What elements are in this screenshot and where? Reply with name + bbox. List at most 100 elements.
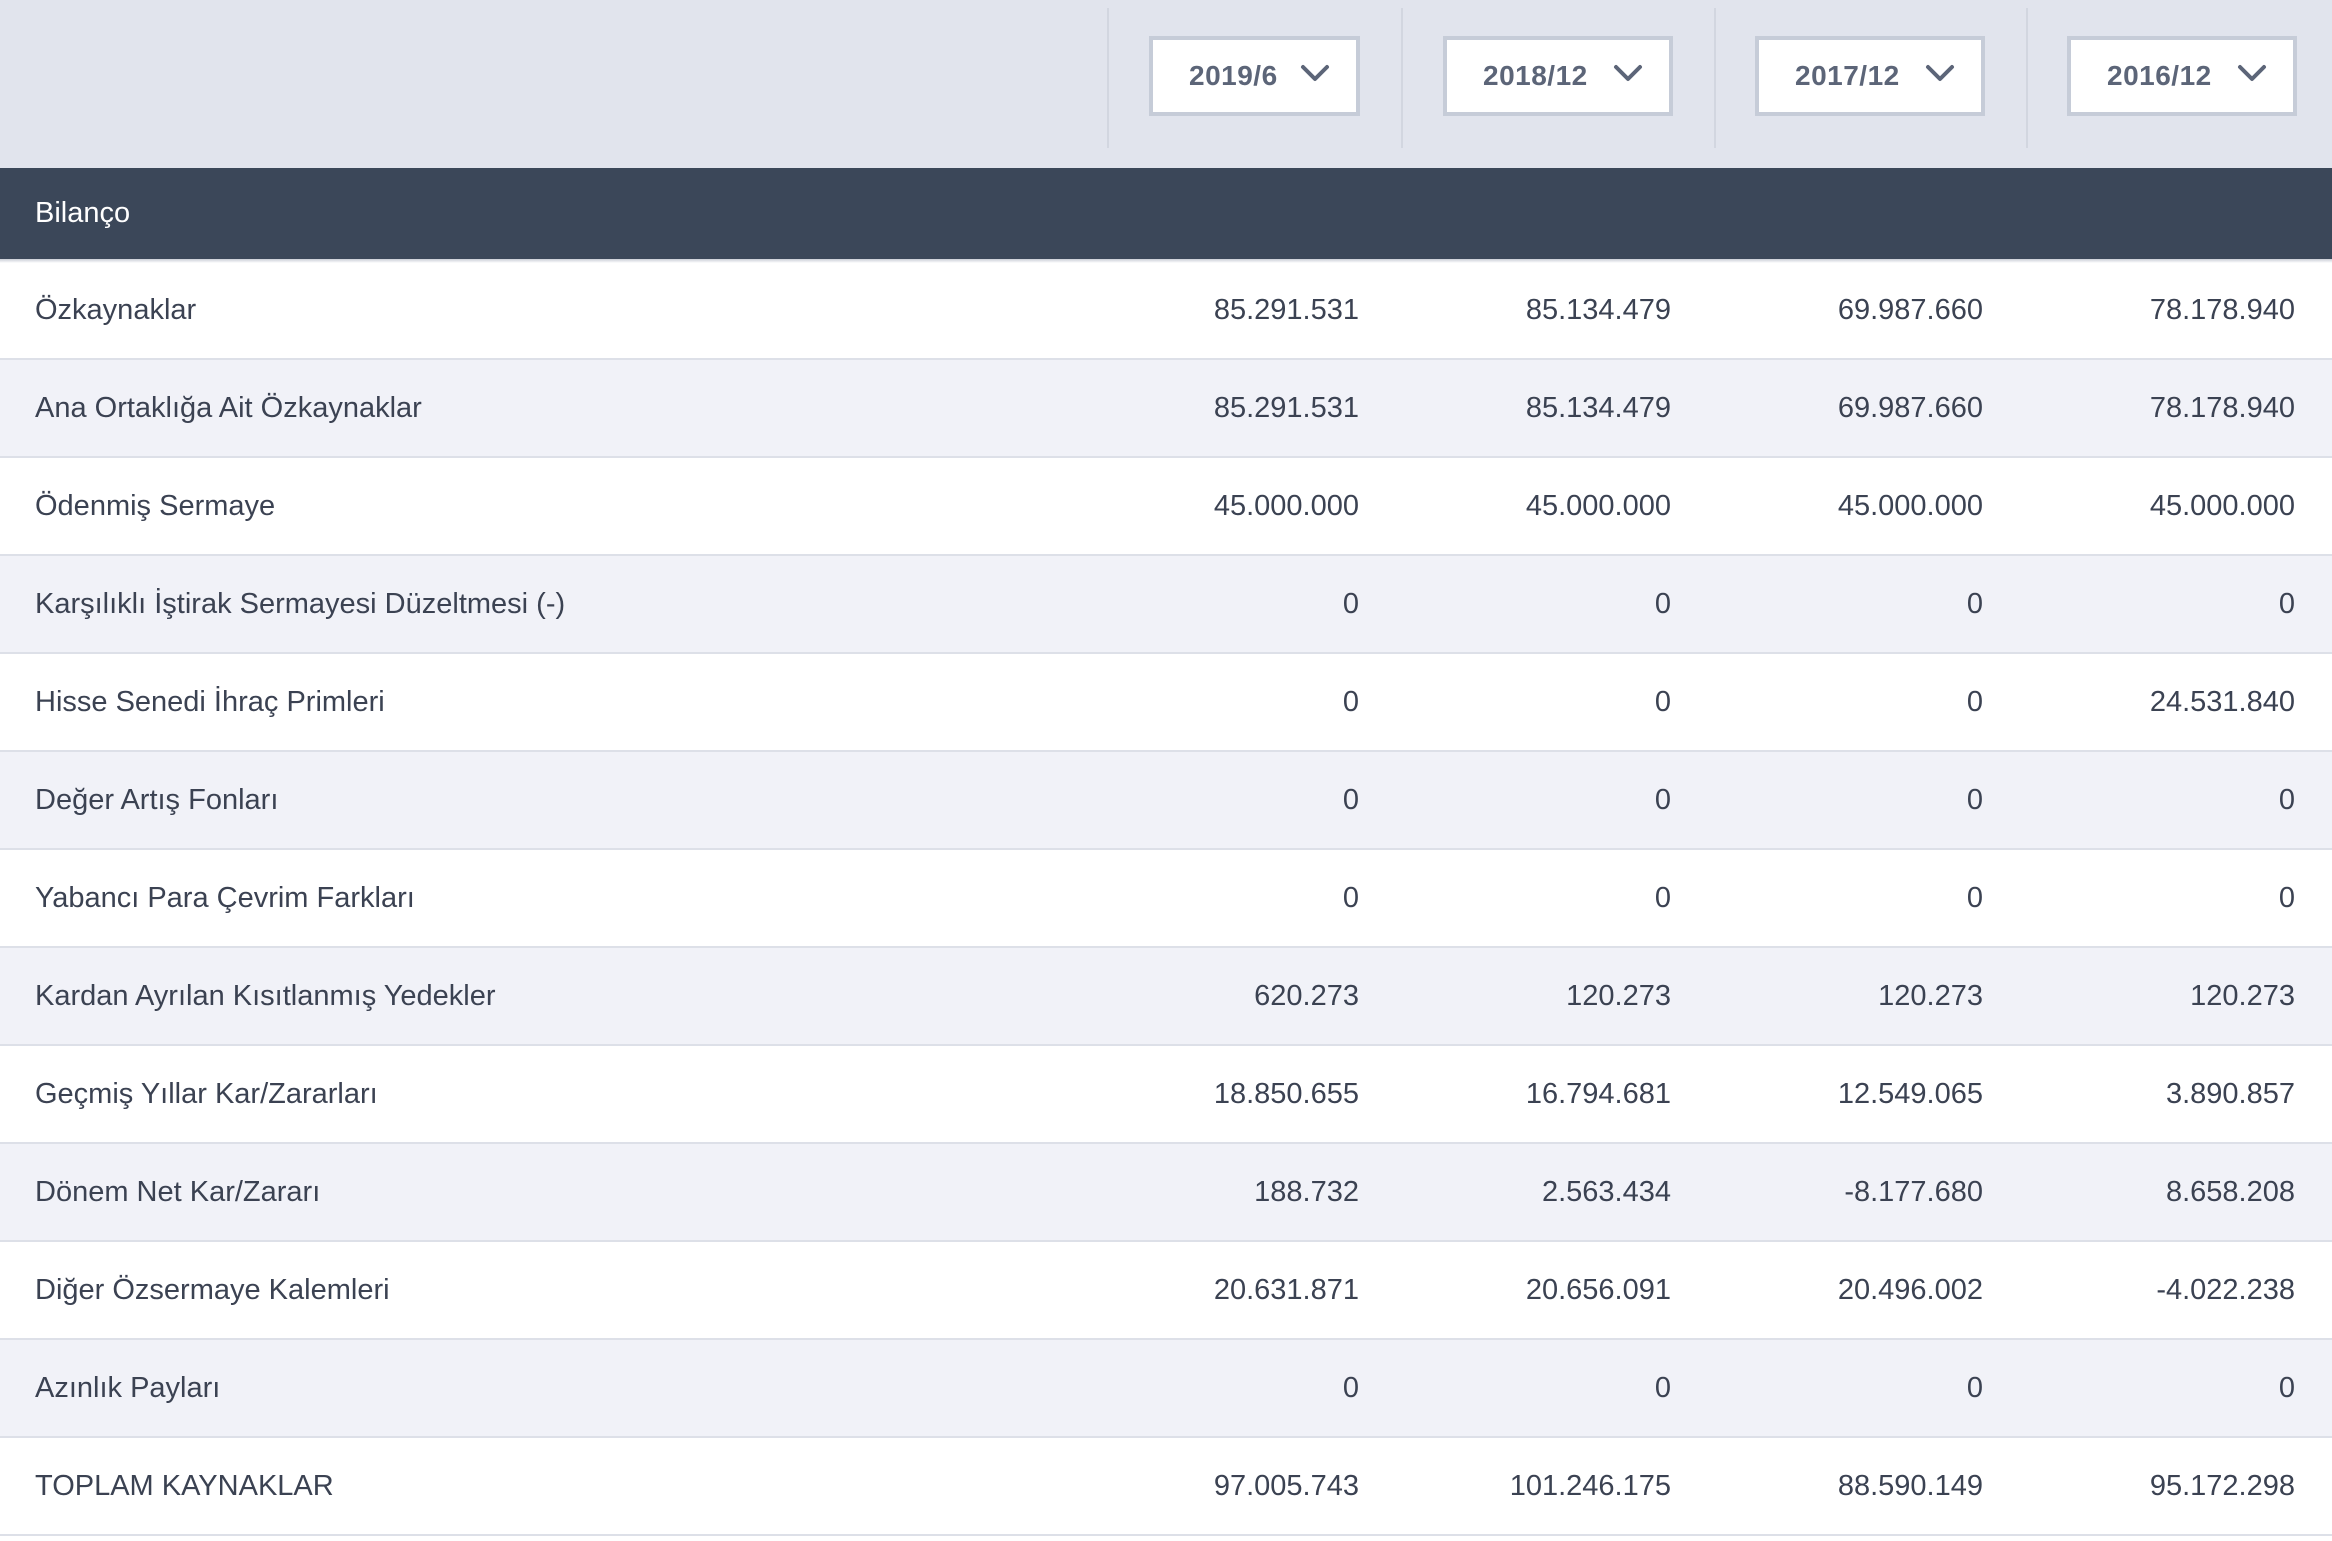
row-label: Ödenmiş Sermaye bbox=[35, 490, 276, 522]
row-label: Kardan Ayrılan Kısıtlanmış Yedekler bbox=[35, 980, 496, 1012]
row-label: Diğer Özsermaye Kalemleri bbox=[35, 1274, 390, 1306]
chevron-down-icon bbox=[1614, 65, 1642, 81]
row-value: 0 bbox=[1966, 882, 1983, 914]
table-row: Kardan Ayrılan Kısıtlanmış Yedekler 620.… bbox=[0, 948, 2332, 1046]
period-header: 2019/6 2018/12 2017/12 2016/12 bbox=[0, 0, 2332, 168]
row-label: Hisse Senedi İhraç Primleri bbox=[35, 686, 385, 718]
row-value: 95.172.298 bbox=[2149, 1470, 2295, 1502]
period-select-3[interactable]: 2017/12 bbox=[1755, 36, 1985, 116]
row-value: 45.000.000 bbox=[2149, 490, 2295, 522]
chevron-down-icon bbox=[2238, 65, 2266, 81]
table-row: Ödenmiş Sermaye 45.000.000 45.000.000 45… bbox=[0, 458, 2332, 556]
row-value: 0 bbox=[1966, 784, 1983, 816]
row-value: 0 bbox=[1654, 686, 1671, 718]
column-divider bbox=[1714, 8, 1716, 148]
row-value: 0 bbox=[1342, 882, 1359, 914]
row-value: 45.000.000 bbox=[1837, 490, 1983, 522]
row-value: 0 bbox=[1342, 784, 1359, 816]
column-divider bbox=[1107, 8, 1109, 148]
period-select-label: 2016/12 bbox=[2107, 60, 2212, 91]
row-value: 45.000.000 bbox=[1525, 490, 1671, 522]
row-value: 20.656.091 bbox=[1525, 1274, 1671, 1306]
row-label: Ana Ortaklığa Ait Özkaynaklar bbox=[35, 392, 422, 424]
row-value: 0 bbox=[1966, 588, 1983, 620]
row-value: 78.178.940 bbox=[2149, 294, 2295, 326]
table-row: Geçmiş Yıllar Kar/Zararları 18.850.655 1… bbox=[0, 1046, 2332, 1144]
period-select-4[interactable]: 2016/12 bbox=[2067, 36, 2297, 116]
row-value: 85.134.479 bbox=[1525, 294, 1671, 326]
row-value: 120.273 bbox=[2190, 980, 2295, 1012]
row-value: 0 bbox=[2278, 882, 2295, 914]
row-value: 0 bbox=[2278, 588, 2295, 620]
table-row: Diğer Özsermaye Kalemleri 20.631.871 20.… bbox=[0, 1242, 2332, 1340]
row-value: 88.590.149 bbox=[1837, 1470, 1983, 1502]
row-value: 0 bbox=[1342, 1372, 1359, 1404]
row-value: 69.987.660 bbox=[1837, 294, 1983, 326]
row-value: 12.549.065 bbox=[1837, 1078, 1983, 1110]
row-value: -4.022.238 bbox=[2156, 1274, 2295, 1306]
row-value: 85.291.531 bbox=[1213, 294, 1359, 326]
period-select-2[interactable]: 2018/12 bbox=[1443, 36, 1673, 116]
row-value: 0 bbox=[1966, 686, 1983, 718]
table-row: Ana Ortaklığa Ait Özkaynaklar 85.291.531… bbox=[0, 360, 2332, 458]
row-value: 16.794.681 bbox=[1525, 1078, 1671, 1110]
table-row: Değer Artış Fonları 0 0 0 0 bbox=[0, 752, 2332, 850]
row-value: 0 bbox=[1654, 882, 1671, 914]
row-value: 24.531.840 bbox=[2149, 686, 2295, 718]
row-value: 85.291.531 bbox=[1213, 392, 1359, 424]
section-title: Bilanço bbox=[35, 197, 131, 229]
row-label: Özkaynaklar bbox=[35, 294, 197, 326]
row-value: 0 bbox=[1654, 588, 1671, 620]
row-value: 0 bbox=[2278, 784, 2295, 816]
row-value: 97.005.743 bbox=[1213, 1470, 1359, 1502]
table-row: Özkaynaklar 85.291.531 85.134.479 69.987… bbox=[0, 262, 2332, 360]
row-value: 69.987.660 bbox=[1837, 392, 1983, 424]
row-value: 0 bbox=[1654, 784, 1671, 816]
row-label: Değer Artış Fonları bbox=[35, 784, 279, 816]
row-value: 188.732 bbox=[1254, 1176, 1359, 1208]
table-row: Azınlık Payları 0 0 0 0 bbox=[0, 1340, 2332, 1438]
row-value: 85.134.479 bbox=[1525, 392, 1671, 424]
row-value: 0 bbox=[2278, 1372, 2295, 1404]
row-value: 120.273 bbox=[1566, 980, 1671, 1012]
row-value: 2.563.434 bbox=[1541, 1176, 1671, 1208]
row-value: 0 bbox=[1966, 1372, 1983, 1404]
row-value: -8.177.680 bbox=[1844, 1176, 1983, 1208]
chevron-down-icon bbox=[1926, 65, 1954, 81]
section-header: Bilanço bbox=[0, 168, 2332, 259]
section-shadow bbox=[0, 259, 2332, 263]
row-value: 0 bbox=[1654, 1372, 1671, 1404]
period-select-label: 2019/6 bbox=[1189, 60, 1278, 91]
table-row: Dönem Net Kar/Zararı 188.732 2.563.434 -… bbox=[0, 1144, 2332, 1242]
row-label: TOPLAM KAYNAKLAR bbox=[35, 1470, 334, 1502]
row-label: Yabancı Para Çevrim Farkları bbox=[35, 882, 415, 914]
row-label: Dönem Net Kar/Zararı bbox=[35, 1176, 321, 1208]
row-value: 20.496.002 bbox=[1837, 1274, 1983, 1306]
row-label: Azınlık Payları bbox=[35, 1372, 221, 1404]
table-row: Karşılıklı İştirak Sermayesi Düzeltmesi … bbox=[0, 556, 2332, 654]
row-label: Geçmiş Yıllar Kar/Zararları bbox=[35, 1078, 378, 1110]
row-value: 3.890.857 bbox=[2165, 1078, 2295, 1110]
table-row: Yabancı Para Çevrim Farkları 0 0 0 0 bbox=[0, 850, 2332, 948]
chevron-down-icon bbox=[1301, 65, 1329, 81]
period-select-1[interactable]: 2019/6 bbox=[1149, 36, 1360, 116]
row-value: 20.631.871 bbox=[1213, 1274, 1359, 1306]
row-value: 0 bbox=[1342, 686, 1359, 718]
balance-table: Özkaynaklar 85.291.531 85.134.479 69.987… bbox=[0, 262, 2332, 1536]
row-value: 78.178.940 bbox=[2149, 392, 2295, 424]
row-value: 8.658.208 bbox=[2165, 1176, 2295, 1208]
row-value: 120.273 bbox=[1878, 980, 1983, 1012]
column-divider bbox=[2026, 8, 2028, 148]
row-value: 620.273 bbox=[1254, 980, 1359, 1012]
row-value: 18.850.655 bbox=[1213, 1078, 1359, 1110]
row-value: 0 bbox=[1342, 588, 1359, 620]
column-divider bbox=[1401, 8, 1403, 148]
row-value: 101.246.175 bbox=[1509, 1470, 1671, 1502]
period-select-label: 2017/12 bbox=[1795, 60, 1900, 91]
period-select-label: 2018/12 bbox=[1483, 60, 1588, 91]
table-row-total: TOPLAM KAYNAKLAR 97.005.743 101.246.175 … bbox=[0, 1438, 2332, 1536]
row-value: 45.000.000 bbox=[1213, 490, 1359, 522]
table-row: Hisse Senedi İhraç Primleri 0 0 0 24.531… bbox=[0, 654, 2332, 752]
row-label: Karşılıklı İştirak Sermayesi Düzeltmesi … bbox=[35, 588, 566, 620]
